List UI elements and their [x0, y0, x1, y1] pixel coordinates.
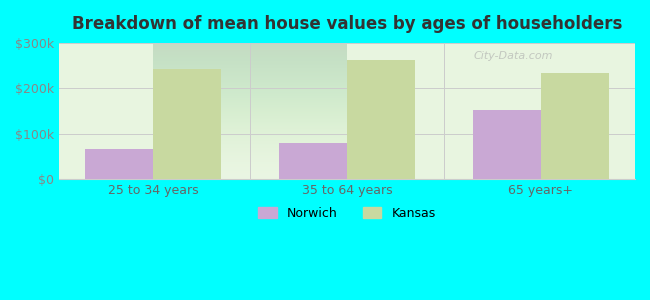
Bar	[85, 148, 153, 179]
Bar	[541, 74, 609, 179]
Bar	[153, 69, 221, 179]
Legend: Norwich, Kansas: Norwich, Kansas	[254, 202, 441, 225]
Text: City-Data.com: City-Data.com	[474, 51, 553, 61]
Bar	[279, 143, 347, 179]
Title: Breakdown of mean house values by ages of householders: Breakdown of mean house values by ages o…	[72, 15, 622, 33]
Bar	[473, 110, 541, 179]
Bar	[347, 60, 415, 179]
